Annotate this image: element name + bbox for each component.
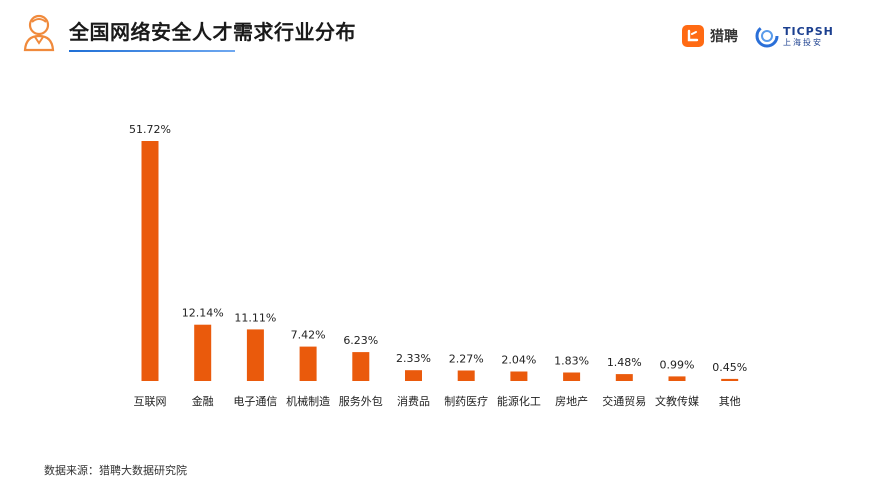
- title-underline: [69, 50, 235, 52]
- bar-5: [405, 370, 422, 381]
- bar-8: [563, 372, 581, 381]
- bar-0: [141, 141, 159, 381]
- bar-value-label-3: 7.42%: [291, 329, 326, 342]
- bar-6: [457, 370, 475, 381]
- bar-9: [615, 374, 633, 381]
- bar-value-label-1: 12.14%: [182, 307, 224, 320]
- bar-10: [668, 376, 686, 381]
- bar-value-label-8: 1.83%: [554, 355, 589, 368]
- category-label-9: 交通贸易: [602, 394, 646, 408]
- bar-value-label-9: 1.48%: [607, 356, 642, 369]
- bar-3: [299, 346, 317, 381]
- bar-value-label-4: 6.23%: [343, 334, 378, 347]
- ticpsh-en: TICPSH: [783, 24, 834, 38]
- bar-value-label-6: 2.27%: [449, 353, 484, 366]
- category-label-7: 能源化工: [497, 394, 541, 408]
- category-label-11: 其他: [719, 395, 741, 408]
- bar-4: [352, 352, 370, 381]
- bar-1: [194, 324, 212, 381]
- ticpsh-logo-icon: [755, 24, 779, 48]
- category-label-4: 服务外包: [339, 395, 383, 408]
- bar-value-label-2: 11.11%: [234, 311, 276, 324]
- category-label-2: 电子通信: [233, 395, 277, 408]
- liepin-logo-icon: [682, 25, 704, 47]
- page-title: 全国网络安全人才需求行业分布: [69, 20, 356, 44]
- bar-11: [721, 378, 739, 381]
- category-label-5: 消费品: [397, 394, 430, 408]
- category-label-3: 机械制造: [286, 394, 330, 408]
- category-label-6: 制药医疗: [444, 394, 488, 408]
- bar-2: [246, 329, 264, 381]
- liepin-brand: 猎聘: [682, 25, 738, 47]
- category-label-10: 文教传媒: [655, 394, 699, 408]
- bar-value-label-10: 0.99%: [660, 358, 695, 371]
- data-source: 数据来源：猎聘大数据研究院: [44, 464, 187, 477]
- ticpsh-brand: TICPSH 上海投安: [754, 23, 834, 49]
- bar-7: [510, 371, 528, 381]
- liepin-name: 猎聘: [710, 29, 738, 45]
- bar-value-label-0: 51.72%: [129, 123, 171, 136]
- category-label-0: 互联网: [134, 395, 167, 408]
- bar-value-label-7: 2.04%: [501, 354, 536, 367]
- category-label-1: 金融: [192, 394, 214, 408]
- bar-value-label-11: 0.45%: [712, 361, 747, 374]
- ticpsh-cn: 上海投安: [783, 37, 823, 47]
- bar-value-label-5: 2.33%: [396, 352, 431, 365]
- category-label-8: 房地产: [555, 394, 588, 408]
- person-icon: [23, 14, 55, 52]
